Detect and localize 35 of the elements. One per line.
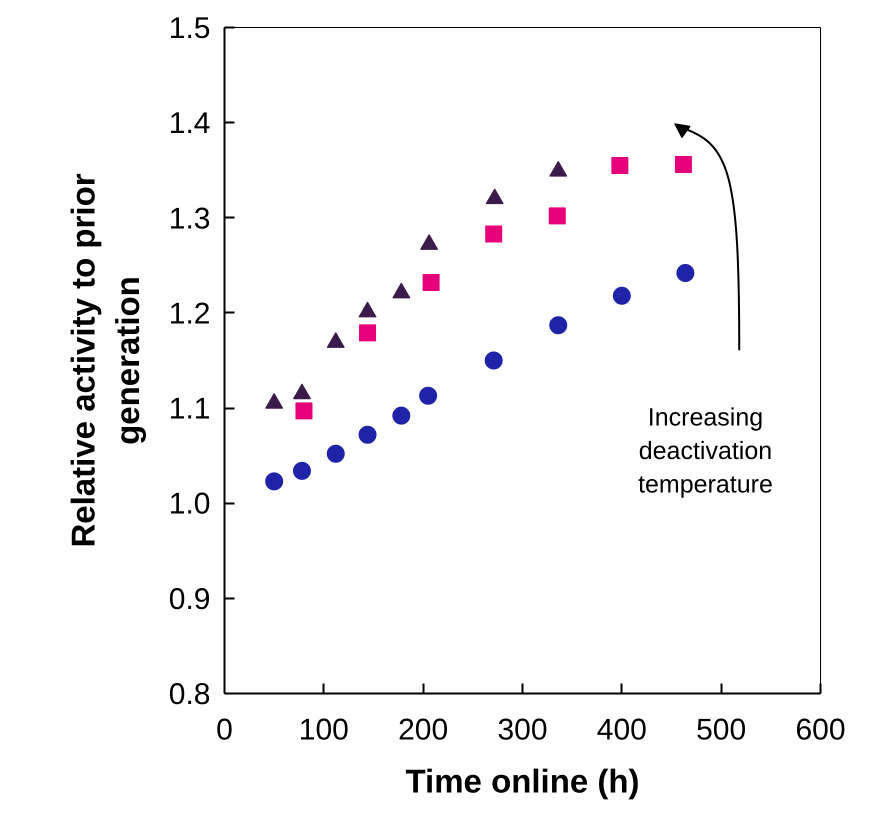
y-tick-label: 0.9 (168, 582, 211, 616)
point (265, 472, 284, 490)
x-tick-label: 0 (216, 714, 233, 746)
y-tick-label: 1.1 (168, 392, 211, 426)
point (419, 386, 438, 405)
x-tick-label: 400 (596, 714, 647, 746)
x-tick-label: 500 (696, 714, 746, 746)
y-tick-label: 1.5 (168, 12, 211, 45)
point (612, 286, 631, 305)
point (326, 444, 345, 463)
x-tick-label: 100 (298, 714, 349, 746)
point (484, 352, 503, 370)
x-tick-label: 200 (398, 714, 448, 746)
point (295, 402, 312, 420)
point (392, 406, 410, 425)
y-tick-label: 1.2 (168, 297, 211, 330)
point (359, 324, 376, 342)
point (549, 316, 568, 334)
y-tick-label: 0.8 (168, 678, 211, 711)
point (611, 156, 628, 174)
y-tick-label: 1.4 (168, 107, 211, 140)
point (292, 462, 311, 480)
point (676, 264, 694, 282)
point (358, 426, 377, 444)
point (548, 207, 566, 224)
x-axis-title: Time online (h) (405, 762, 640, 800)
y-tick-label: 1.0 (168, 488, 211, 521)
x-tick-label: 600 (795, 714, 846, 746)
y-tick-label: 1.3 (168, 202, 211, 236)
x-tick-label: 300 (497, 714, 548, 746)
y-axis-title: Relative activity to prior generation (64, 173, 146, 548)
point (422, 274, 440, 291)
annotation: Increasing deactivation temperature (638, 403, 773, 499)
point (674, 156, 692, 174)
point (485, 225, 502, 242)
